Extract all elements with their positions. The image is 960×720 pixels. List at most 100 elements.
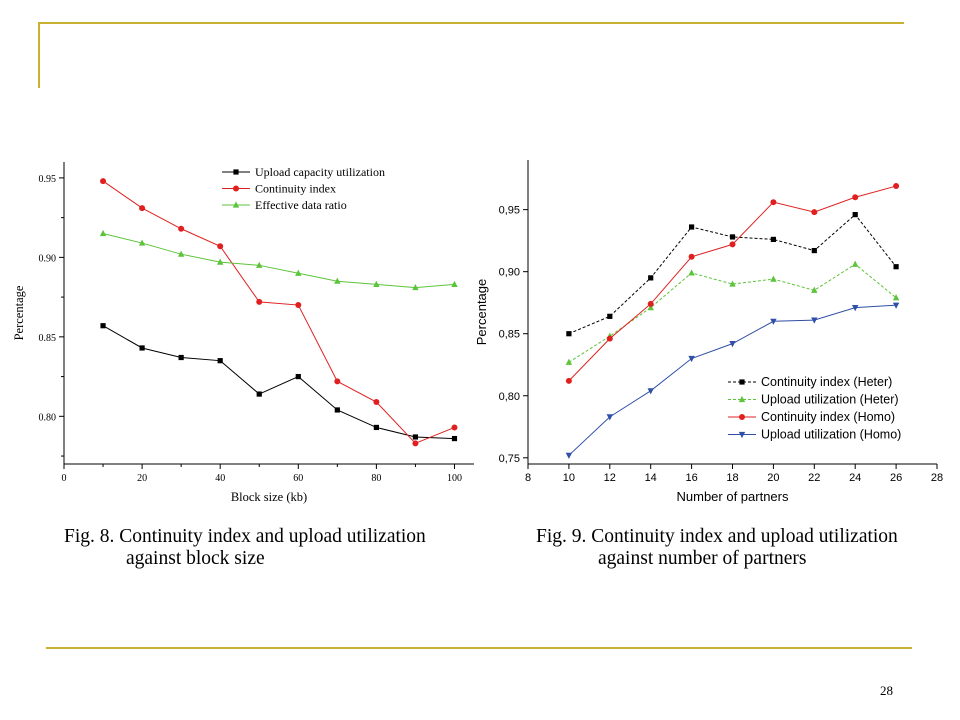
data-point bbox=[334, 277, 341, 284]
data-point bbox=[852, 194, 859, 201]
data-point bbox=[233, 169, 239, 175]
series-1 bbox=[565, 260, 900, 365]
x-tick-label: 40 bbox=[215, 473, 225, 484]
series-0 bbox=[566, 211, 899, 337]
x-tick-label: 14 bbox=[645, 472, 657, 484]
x-tick-label: 28 bbox=[931, 472, 943, 484]
data-point bbox=[412, 283, 419, 291]
series-1 bbox=[100, 178, 458, 447]
y-tick-label: 0,75 bbox=[499, 453, 520, 465]
data-point bbox=[729, 341, 736, 348]
data-point bbox=[451, 435, 458, 442]
data-point bbox=[99, 229, 107, 237]
data-point bbox=[256, 261, 263, 268]
data-point bbox=[217, 243, 224, 250]
data-point bbox=[451, 280, 458, 287]
data-point bbox=[373, 424, 379, 431]
x-tick-label: 8 bbox=[525, 472, 531, 484]
series-3 bbox=[565, 302, 900, 459]
x-tick-label: 20 bbox=[767, 472, 779, 484]
bottom-rule bbox=[46, 647, 912, 649]
series-2 bbox=[99, 229, 458, 291]
data-point bbox=[729, 241, 736, 248]
data-point bbox=[892, 302, 900, 309]
data-point bbox=[216, 258, 224, 265]
data-point bbox=[373, 399, 380, 406]
data-point bbox=[648, 275, 654, 281]
data-point bbox=[811, 286, 818, 293]
x-tick-label: 60 bbox=[293, 473, 303, 484]
data-point bbox=[852, 260, 859, 267]
data-point bbox=[647, 388, 654, 395]
data-point bbox=[688, 355, 695, 363]
y-tick-label: 0.90 bbox=[39, 253, 57, 264]
x-tick-label: 12 bbox=[604, 472, 616, 484]
legend-label: Upload capacity utilization bbox=[255, 165, 385, 179]
data-point bbox=[139, 345, 145, 351]
data-point bbox=[295, 302, 302, 309]
data-point bbox=[689, 224, 695, 230]
x-axis-label: Block size (kb) bbox=[231, 490, 307, 504]
legend: Upload capacity utilization Continuity in… bbox=[222, 165, 385, 212]
y-tick-label: 0.80 bbox=[39, 412, 57, 423]
x-tick-label: 0 bbox=[62, 473, 67, 484]
x-tick-label: 16 bbox=[685, 472, 697, 484]
chart-block-size: 0 20 40 60 80 100 0.80 0.85 0.90 0.95 Block size (… bbox=[12, 162, 474, 504]
data-point bbox=[566, 331, 572, 337]
series-2 bbox=[565, 183, 900, 384]
data-point bbox=[373, 280, 380, 287]
y-tick-label: 0.95 bbox=[39, 174, 57, 185]
data-point bbox=[295, 373, 301, 380]
top-rule bbox=[38, 22, 904, 24]
legend-label: Effective data ratio bbox=[255, 198, 347, 212]
data-point bbox=[412, 440, 419, 447]
legend-label: Upload utilization (Heter) bbox=[761, 393, 899, 407]
data-point bbox=[770, 199, 777, 206]
data-point bbox=[738, 431, 746, 439]
y-tick-label: 0,90 bbox=[499, 267, 520, 279]
data-point bbox=[770, 318, 777, 325]
data-point bbox=[606, 335, 613, 342]
legend-label: Continuity index (Heter) bbox=[761, 375, 892, 389]
data-point bbox=[729, 234, 736, 240]
data-point bbox=[565, 358, 573, 365]
legend-label: Continuity index bbox=[255, 182, 336, 196]
x-axis-label: Number of partners bbox=[677, 489, 789, 504]
series-0 bbox=[100, 323, 458, 442]
figure-8-caption-line1: Fig. 8. Continuity index and upload util… bbox=[64, 526, 426, 547]
data-point bbox=[412, 434, 419, 440]
data-point bbox=[770, 236, 776, 243]
data-point bbox=[607, 313, 613, 319]
data-point bbox=[217, 358, 223, 364]
data-point bbox=[811, 247, 817, 254]
data-point bbox=[688, 269, 695, 276]
data-point bbox=[811, 209, 818, 216]
y-axis-label: Percentage bbox=[474, 279, 489, 346]
legend-label: Continuity index (Homo) bbox=[761, 410, 895, 424]
data-point bbox=[892, 294, 900, 301]
series-line bbox=[102, 233, 455, 289]
data-point bbox=[739, 414, 745, 420]
data-point bbox=[811, 317, 818, 324]
data-point bbox=[256, 298, 263, 305]
data-point bbox=[178, 354, 184, 361]
x-tick-label: 24 bbox=[849, 472, 861, 484]
x-tick-label: 10 bbox=[563, 472, 575, 484]
data-point bbox=[852, 211, 858, 218]
series-line bbox=[568, 263, 897, 363]
data-point bbox=[100, 178, 107, 185]
figure-9-caption-line1: Fig. 9. Continuity index and upload util… bbox=[536, 526, 898, 547]
figure-9-caption: Fig. 9. Continuity index and upload util… bbox=[536, 526, 898, 570]
data-point bbox=[893, 183, 900, 190]
series-line bbox=[102, 180, 455, 444]
data-point bbox=[647, 304, 654, 311]
series-line bbox=[102, 325, 455, 440]
y-tick-label: 0.85 bbox=[39, 333, 57, 344]
y-axis-label: Percentage bbox=[12, 285, 26, 340]
data-point bbox=[295, 269, 302, 276]
legend: Continuity index (Heter) Upload utilizati… bbox=[728, 375, 901, 442]
figure-8-caption: Fig. 8. Continuity index and upload util… bbox=[64, 526, 426, 570]
data-point bbox=[647, 300, 654, 307]
series-line bbox=[568, 213, 897, 335]
x-tick-label: 80 bbox=[371, 473, 381, 484]
